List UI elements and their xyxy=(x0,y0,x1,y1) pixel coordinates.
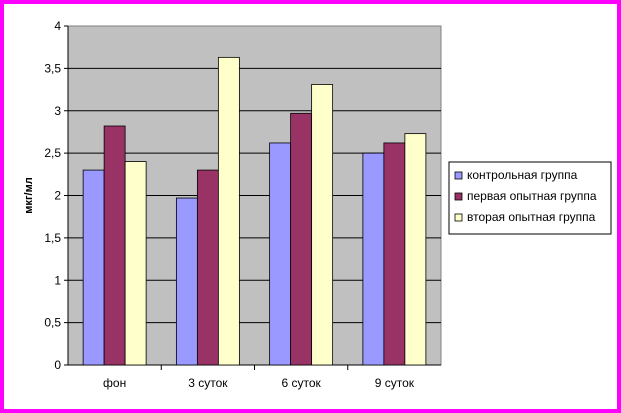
legend-label: вторая опытная группа xyxy=(467,210,596,224)
y-tick-label: 2 xyxy=(54,189,61,203)
legend-label: первая опытная группа xyxy=(467,189,597,203)
bar xyxy=(175,197,198,366)
y-tick-label: 4 xyxy=(54,19,61,33)
x-tick-label: 9 суток xyxy=(375,376,415,390)
x-tick-label: 6 суток xyxy=(281,376,321,390)
bar xyxy=(124,161,147,366)
bar xyxy=(196,169,219,366)
bar xyxy=(290,112,313,366)
legend: контрольная группа первая опытная группа в… xyxy=(448,161,612,235)
bar xyxy=(311,84,334,366)
y-tick-label: 3 xyxy=(54,104,61,118)
x-tick-label: 3 суток xyxy=(188,376,228,390)
legend-swatch xyxy=(454,171,463,180)
legend-swatch xyxy=(454,192,463,201)
bar xyxy=(217,56,240,366)
x-axis-categories: фон 3 суток 6 суток 9 суток xyxy=(103,365,415,390)
legend-swatch xyxy=(454,213,463,222)
y-tick-label: 0 xyxy=(54,358,61,372)
bar xyxy=(103,125,126,366)
legend-label: контрольная группа xyxy=(467,168,578,182)
bar xyxy=(362,152,385,366)
bar xyxy=(82,169,105,366)
y-tick-label: 3,5 xyxy=(44,61,61,75)
bar xyxy=(269,142,292,366)
y-axis-label: мкг/мл xyxy=(23,177,35,213)
x-tick-label: фон xyxy=(103,376,126,390)
bars xyxy=(82,56,427,366)
bar xyxy=(404,133,427,366)
y-tick-label: 0,5 xyxy=(44,316,61,330)
y-tick-label: 1 xyxy=(54,273,61,287)
bar xyxy=(383,142,406,366)
y-tick-label: 1,5 xyxy=(44,231,61,245)
legend-box xyxy=(448,161,612,235)
y-tick-label: 2,5 xyxy=(44,146,61,160)
